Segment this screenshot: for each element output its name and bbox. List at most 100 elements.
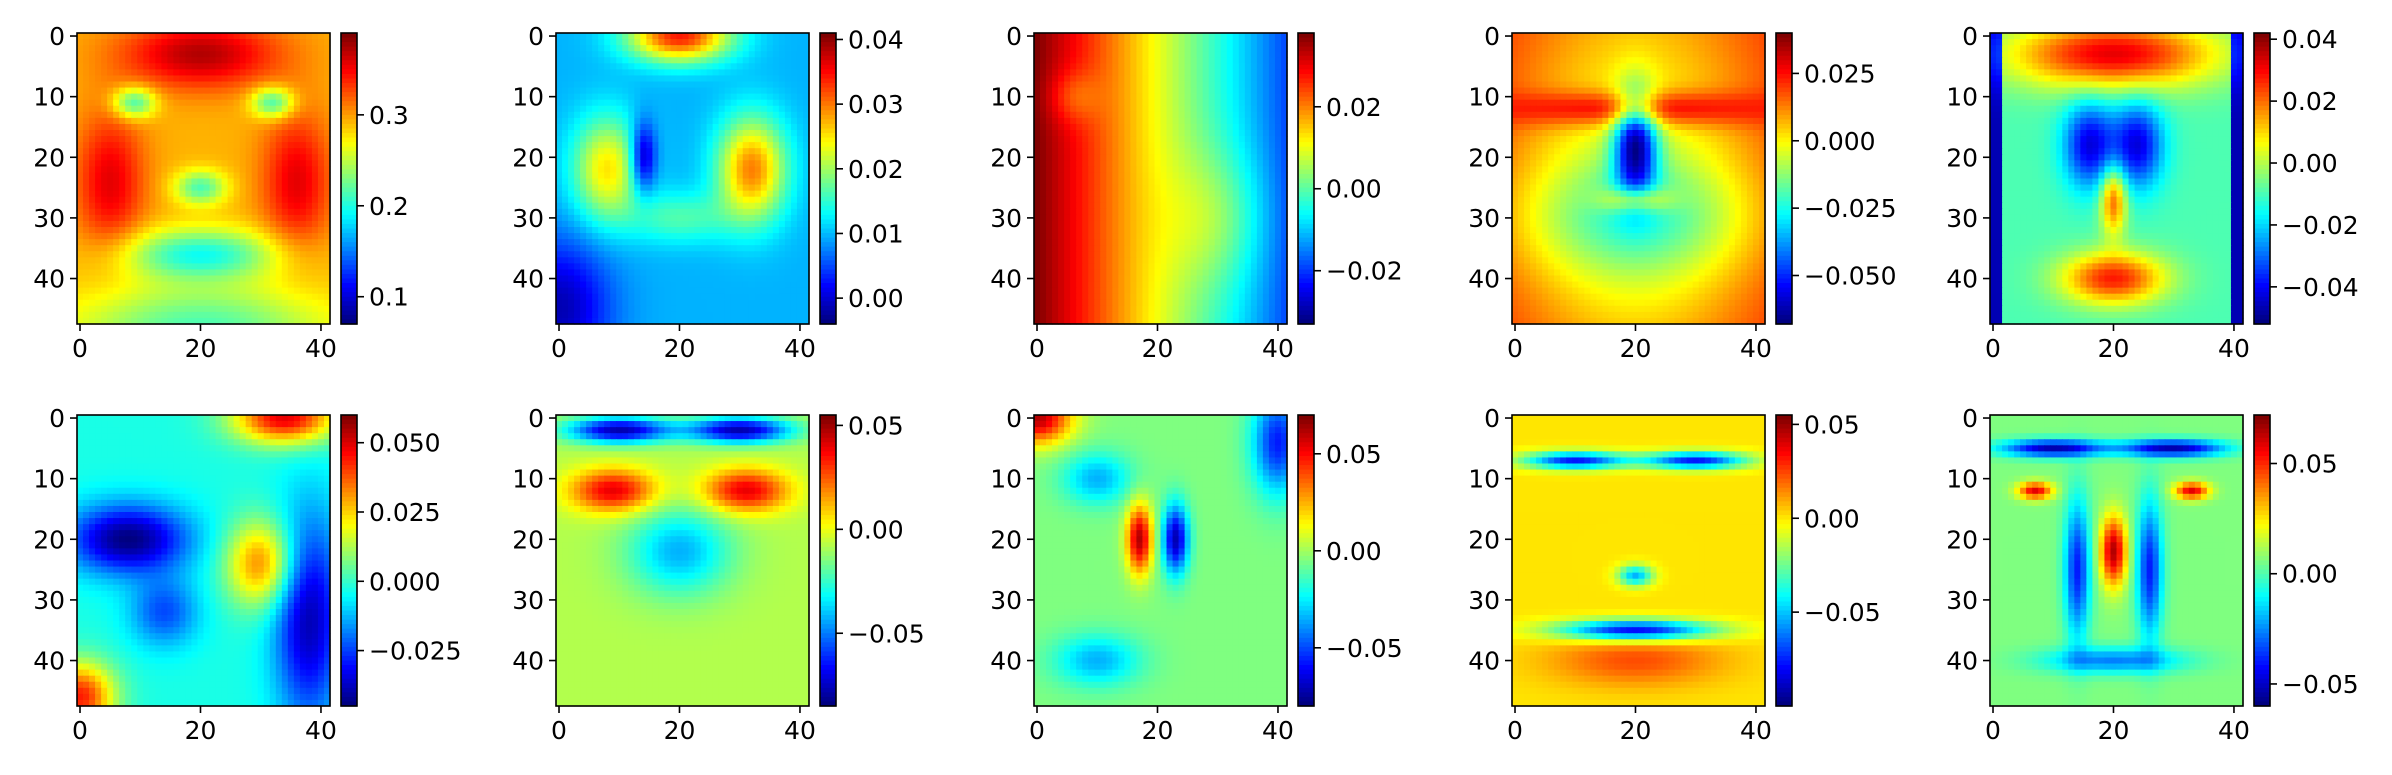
x-tick-label: 20 xyxy=(2098,334,2130,363)
x-tick-label: 20 xyxy=(185,334,217,363)
colorbar-tick-label: 0.00 xyxy=(1804,504,1860,533)
heatmap-image xyxy=(556,33,810,325)
x-tick-label: 0 xyxy=(1029,716,1045,745)
y-tick-label: 0 xyxy=(1006,22,1022,51)
heatmap-image xyxy=(1034,33,1288,325)
x-tick-label: 20 xyxy=(664,334,696,363)
colorbar-tick-label: 0.03 xyxy=(848,90,904,119)
colorbar-tick-label: −0.02 xyxy=(2282,211,2359,240)
x-tick-label: 0 xyxy=(551,716,567,745)
x-tick-label: 40 xyxy=(305,334,337,363)
colorbar-tick-label: −0.050 xyxy=(1804,262,1897,291)
heatmap-image xyxy=(77,33,331,325)
y-tick-label: 40 xyxy=(990,647,1022,676)
colorbar-tick-label: 0.1 xyxy=(369,283,409,312)
x-tick-label: 0 xyxy=(1507,716,1523,745)
y-tick-label: 0 xyxy=(1962,404,1978,433)
y-tick-label: 20 xyxy=(512,525,544,554)
y-tick-label: 10 xyxy=(1468,465,1500,494)
colorbar-tick-label: −0.05 xyxy=(1804,598,1881,627)
colorbar-tick-label: 0.05 xyxy=(1804,410,1860,439)
heatmap-image xyxy=(1512,33,1766,325)
y-tick-label: 10 xyxy=(990,83,1022,112)
heatmap-image xyxy=(1512,415,1766,707)
y-tick-label: 30 xyxy=(1946,204,1978,233)
x-tick-label: 40 xyxy=(305,716,337,745)
y-tick-label: 20 xyxy=(990,143,1022,172)
colorbar-tick-label: −0.05 xyxy=(848,619,925,648)
colorbar-tick-label: 0.000 xyxy=(369,567,441,596)
colorbar-tick-label: 0.025 xyxy=(369,498,441,527)
y-tick-label: 30 xyxy=(1468,586,1500,615)
y-tick-label: 20 xyxy=(1468,143,1500,172)
colorbar-tick-label: −0.05 xyxy=(2282,670,2359,699)
x-tick-label: 20 xyxy=(1620,716,1652,745)
heatmap-image xyxy=(1990,415,2244,707)
y-tick-label: 40 xyxy=(1946,265,1978,294)
colorbar-tick-label: 0.02 xyxy=(2282,87,2338,116)
y-tick-label: 40 xyxy=(512,647,544,676)
x-tick-label: 40 xyxy=(784,334,816,363)
y-tick-label: 30 xyxy=(990,204,1022,233)
x-tick-label: 20 xyxy=(1142,334,1174,363)
y-tick-label: 20 xyxy=(512,143,544,172)
x-tick-label: 0 xyxy=(551,334,567,363)
colorbar-tick-label: 0.02 xyxy=(1326,93,1382,122)
x-tick-label: 40 xyxy=(1262,716,1294,745)
colorbar-tick-label: 0.04 xyxy=(848,25,904,54)
x-tick-label: 40 xyxy=(2218,334,2250,363)
y-tick-label: 10 xyxy=(512,465,544,494)
x-tick-label: 40 xyxy=(784,716,816,745)
colorbar-tick-label: 0.00 xyxy=(2282,149,2338,178)
colorbar-tick-label: 0.05 xyxy=(1326,440,1382,469)
colorbar-tick-label: −0.025 xyxy=(369,637,462,666)
y-tick-label: 30 xyxy=(1468,204,1500,233)
heatmap-image xyxy=(556,415,810,707)
colorbar-tick-label: 0.025 xyxy=(1804,59,1876,88)
colorbar-tick-label: 0.00 xyxy=(2282,560,2338,589)
y-tick-label: 30 xyxy=(512,586,544,615)
colorbar-tick-label: 0.04 xyxy=(2282,25,2338,54)
x-tick-label: 0 xyxy=(1507,334,1523,363)
colorbar-tick-label: 0.3 xyxy=(369,101,409,130)
y-tick-label: 40 xyxy=(512,265,544,294)
y-tick-label: 40 xyxy=(33,265,65,294)
y-tick-label: 0 xyxy=(528,404,544,433)
y-tick-label: 40 xyxy=(1946,647,1978,676)
y-tick-label: 0 xyxy=(1484,404,1500,433)
y-tick-label: 20 xyxy=(1946,525,1978,554)
x-tick-label: 0 xyxy=(1029,334,1045,363)
x-tick-label: 20 xyxy=(664,716,696,745)
colorbar-tick-label: −0.05 xyxy=(1326,634,1403,663)
x-tick-label: 0 xyxy=(72,716,88,745)
y-tick-label: 0 xyxy=(1006,404,1022,433)
heatmap-image xyxy=(1034,415,1288,707)
y-tick-label: 10 xyxy=(1946,465,1978,494)
colorbar: 0.000.010.020.030.04 xyxy=(820,25,904,324)
colorbar-tick-label: 0.00 xyxy=(848,515,904,544)
y-tick-label: 20 xyxy=(33,143,65,172)
colorbar-tick-label: 0.05 xyxy=(2282,450,2338,479)
y-tick-label: 10 xyxy=(990,465,1022,494)
colorbar-tick-label: 0.2 xyxy=(369,192,409,221)
x-tick-label: 20 xyxy=(1142,716,1174,745)
y-tick-label: 40 xyxy=(1468,265,1500,294)
y-tick-label: 0 xyxy=(1962,22,1978,51)
x-tick-label: 20 xyxy=(1620,334,1652,363)
colorbar-tick-label: 0.02 xyxy=(848,155,904,184)
y-tick-label: 0 xyxy=(49,404,65,433)
y-tick-label: 30 xyxy=(33,204,65,233)
y-tick-label: 10 xyxy=(1468,83,1500,112)
colorbar: −0.05 0.00 0.05 xyxy=(2254,415,2359,707)
y-tick-label: 10 xyxy=(512,83,544,112)
colorbar-tick-label: 0.000 xyxy=(1804,127,1876,156)
colorbar-tick-label: −0.02 xyxy=(1326,257,1403,286)
